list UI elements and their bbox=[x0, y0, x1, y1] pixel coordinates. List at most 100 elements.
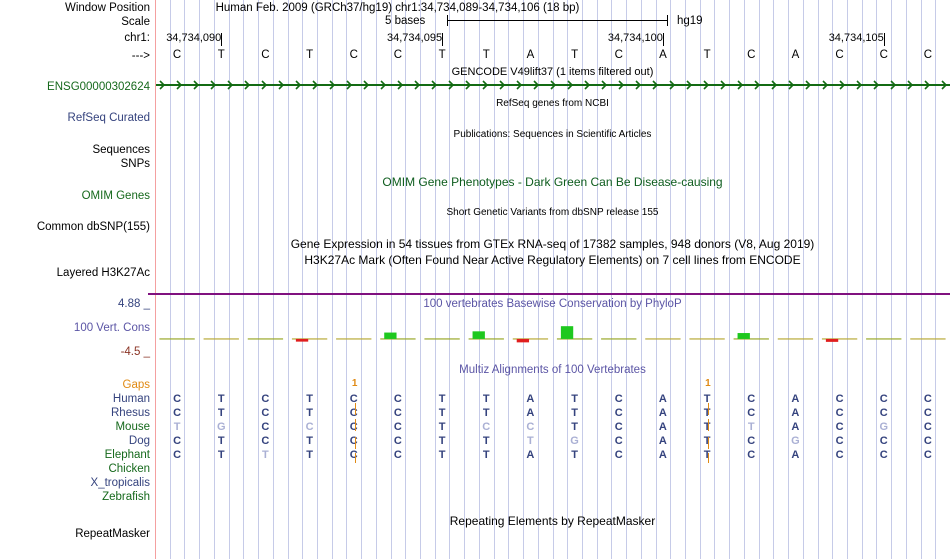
reference-base: T bbox=[482, 49, 490, 61]
alignment-base: G bbox=[570, 435, 579, 447]
gridline bbox=[346, 0, 347, 559]
alignment-base: C bbox=[747, 407, 756, 419]
label-cons-max: 4.88 _ bbox=[118, 298, 150, 310]
gtex-track-title[interactable]: Gene Expression in 54 tissues from GTEx … bbox=[290, 237, 815, 251]
phylop-track-title[interactable]: 100 vertebrates Basewise Conservation by… bbox=[423, 298, 682, 310]
gridline bbox=[832, 0, 833, 559]
reference-base: T bbox=[703, 49, 711, 61]
gridline bbox=[582, 0, 583, 559]
alignment-base: C bbox=[347, 407, 361, 420]
conservation-bar bbox=[384, 332, 397, 339]
alignment-row[interactable] bbox=[155, 477, 950, 490]
label-snps[interactable]: SNPs bbox=[120, 158, 150, 170]
gridline bbox=[656, 0, 657, 559]
species-label-x_tropicalis[interactable]: X_tropicalis bbox=[90, 477, 150, 489]
alignment-base: T bbox=[262, 449, 269, 461]
phylop-wiggle-svg bbox=[159, 326, 946, 343]
label-repeatmasker[interactable]: RepeatMasker bbox=[75, 528, 150, 540]
alignment-base: T bbox=[700, 435, 714, 448]
ruler-tick-mark bbox=[442, 33, 444, 46]
conservation-chart[interactable] bbox=[155, 315, 950, 361]
refseq-track-title[interactable]: RefSeq genes from NCBI bbox=[496, 98, 609, 109]
alignment-row[interactable]: TGCCCCTCCTCATTACGC bbox=[155, 421, 950, 434]
species-label-rhesus[interactable]: Rhesus bbox=[111, 407, 150, 419]
alignment-base: T bbox=[482, 435, 490, 447]
alignment-base: C bbox=[879, 435, 888, 447]
gene-direction-arrow-icon bbox=[941, 80, 948, 90]
species-label-dog[interactable]: Dog bbox=[128, 435, 150, 447]
gap-marker-bar bbox=[354, 403, 356, 415]
gridline bbox=[361, 0, 362, 559]
conservation-baseline-smear bbox=[556, 338, 593, 340]
alignment-base: C bbox=[173, 393, 182, 405]
gridline bbox=[229, 0, 230, 559]
alignment-base: C bbox=[923, 393, 932, 405]
species-label-mouse[interactable]: Mouse bbox=[115, 421, 150, 433]
conservation-baseline-smear bbox=[336, 338, 372, 340]
alignment-base: T bbox=[571, 421, 578, 433]
alignment-base: C bbox=[747, 393, 756, 405]
label-window-position[interactable]: Window Position bbox=[64, 2, 150, 14]
multiz-track-title[interactable]: Multiz Alignments of 100 Vertebrates bbox=[459, 364, 646, 376]
reference-base: C bbox=[393, 49, 403, 61]
alignment-base: T bbox=[306, 393, 313, 405]
gridline bbox=[538, 0, 539, 559]
gap-size-label: 1 bbox=[705, 378, 711, 389]
species-label-human[interactable]: Human bbox=[112, 393, 150, 405]
alignment-base: A bbox=[658, 393, 667, 405]
conservation-baseline-smear bbox=[689, 338, 725, 340]
alignment-base: T bbox=[571, 393, 578, 405]
conservation-bar bbox=[295, 338, 309, 342]
label-layered-h3k27ac[interactable]: Layered H3K27Ac bbox=[56, 267, 150, 279]
gene-direction-arrow-icon bbox=[635, 80, 642, 90]
species-label-zebrafish[interactable]: Zebrafish bbox=[102, 491, 150, 503]
label-scale[interactable]: Scale bbox=[121, 16, 150, 28]
label-sequences[interactable]: Sequences bbox=[92, 144, 150, 156]
conservation-bar bbox=[825, 338, 839, 342]
reference-base: C bbox=[879, 49, 888, 61]
alignment-base: C bbox=[347, 435, 361, 448]
gencode-track-title[interactable]: GENCODE V49lift37 (1 items filtered out) bbox=[451, 66, 654, 78]
gene-direction-arrow-icon bbox=[805, 80, 812, 90]
gene-direction-arrow-icon bbox=[193, 80, 200, 90]
gridline bbox=[670, 0, 671, 559]
label-common-dbsnp[interactable]: Common dbSNP(155) bbox=[36, 221, 150, 233]
gencode-gene-feature[interactable] bbox=[155, 79, 950, 91]
alignment-base: C bbox=[347, 421, 361, 434]
label-100-vert-cons[interactable]: 100 Vert. Cons bbox=[73, 322, 150, 334]
label-gaps[interactable]: Gaps bbox=[122, 379, 151, 391]
gene-direction-arrow-icon bbox=[652, 80, 659, 90]
conservation-baseline-smear bbox=[821, 338, 858, 340]
reference-base: C bbox=[835, 49, 844, 61]
alignment-row[interactable] bbox=[155, 491, 950, 504]
gridline bbox=[405, 0, 406, 559]
label-omim-genes[interactable]: OMIM Genes bbox=[81, 190, 150, 202]
label-refseq-curated[interactable]: RefSeq Curated bbox=[67, 112, 150, 124]
h3k27ac-track-title[interactable]: H3K27Ac Mark (Often Found Near Active Re… bbox=[304, 253, 801, 267]
omim-track-title[interactable]: OMIM Gene Phenotypes - Dark Green Can Be… bbox=[382, 175, 723, 189]
repeatmasker-track-title[interactable]: Repeating Elements by RepeatMasker bbox=[449, 514, 656, 528]
reference-base: C bbox=[614, 49, 623, 61]
scale-bar-cap-right bbox=[667, 15, 668, 26]
alignment-base: T bbox=[482, 393, 490, 405]
alignment-base: C bbox=[261, 435, 270, 447]
alignment-base: C bbox=[261, 393, 270, 405]
publications-track-title[interactable]: Publications: Sequences in Scientific Ar… bbox=[453, 129, 652, 140]
alignment-row[interactable]: CTTTCCTTATCATCACCC bbox=[155, 449, 950, 462]
dbsnp-track-title[interactable]: Short Genetic Variants from dbSNP releas… bbox=[446, 207, 659, 218]
label-gencode-item[interactable]: ENSG00000302624 bbox=[47, 81, 150, 93]
gridline bbox=[906, 0, 907, 559]
species-label-elephant[interactable]: Elephant bbox=[104, 449, 150, 461]
alignment-row[interactable]: CTCTCCTTTGCATCGCCC bbox=[155, 435, 950, 448]
gene-direction-arrow-icon bbox=[278, 80, 285, 90]
alignment-base: C bbox=[305, 421, 314, 433]
gene-direction-arrow-icon bbox=[414, 80, 421, 90]
species-label-chicken[interactable]: Chicken bbox=[108, 463, 150, 475]
scale-bar-label: 5 bases bbox=[385, 15, 426, 27]
alignment-base: A bbox=[658, 435, 667, 447]
reference-base: T bbox=[571, 49, 579, 61]
gridline bbox=[862, 0, 863, 559]
